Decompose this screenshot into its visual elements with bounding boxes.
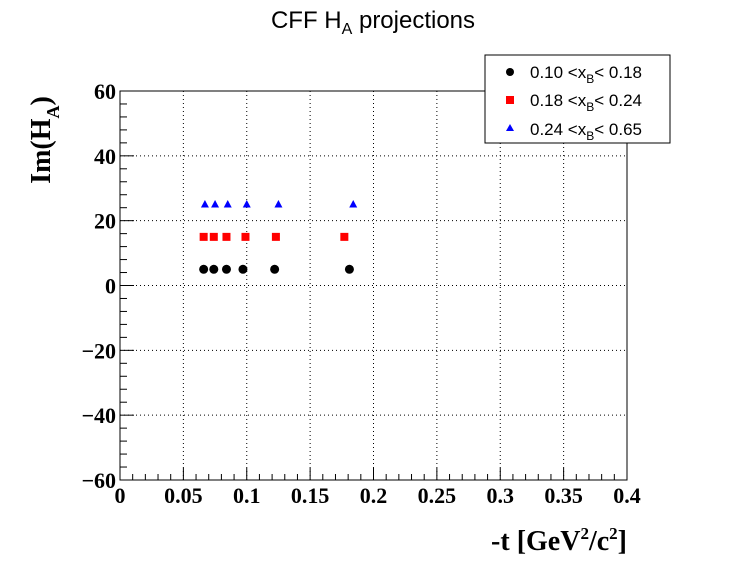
data-point-triangle <box>223 199 232 208</box>
y-tick-label: −40 <box>81 403 116 428</box>
data-point-square <box>199 232 208 241</box>
legend-label-3: 0.24 <xB< 0.65 <box>530 120 642 143</box>
data-point-circle <box>344 264 354 274</box>
x-axis-title: -t [GeV2/c2] <box>491 524 627 557</box>
x-tick-label: 0.35 <box>544 483 583 508</box>
x-tick-label: 0.2 <box>360 483 388 508</box>
legend-label-2: 0.18 <xB< 0.24 <box>530 91 642 114</box>
axes: 0 0.05 0.1 0.15 0.2 0.25 0.3 0.35 0.4 −60 −40 −20 0 2… <box>81 79 640 508</box>
data-point-circle <box>199 264 209 274</box>
legend-marker-circle <box>506 68 514 76</box>
y-tick-label: −20 <box>81 338 116 363</box>
data-point-triangle <box>274 199 283 208</box>
data-point-circle <box>270 264 280 274</box>
x-tick-label: 0.05 <box>164 483 203 508</box>
y-axis-title: Im(HA) <box>26 96 63 184</box>
x-tick-label: 0.15 <box>291 483 330 508</box>
x-tick-label: 0.4 <box>613 483 641 508</box>
legend-entry-3: 0.24 <xB< 0.65 <box>506 120 642 143</box>
data-point-triangle <box>211 199 220 208</box>
data-points <box>199 199 358 274</box>
data-point-circle <box>221 264 231 274</box>
y-tick-label: 20 <box>94 209 116 234</box>
data-point-square <box>209 232 218 241</box>
legend-marker-square <box>506 96 514 104</box>
data-point-triangle <box>349 199 358 208</box>
legend-box <box>484 54 671 144</box>
data-point-triangle <box>242 199 251 208</box>
y-tick-label: 60 <box>94 79 116 104</box>
y-tick-label: −60 <box>81 468 116 493</box>
y-tick-label: 0 <box>105 274 116 299</box>
data-point-square <box>222 232 231 241</box>
x-tick-label: 0.1 <box>233 483 261 508</box>
data-point-triangle <box>200 199 209 208</box>
legend: 0.10 <xB< 0.18 0.18 <xB< 0.24 0.24 <xB< … <box>484 54 671 144</box>
legend-marker-triangle <box>506 124 514 131</box>
legend-entry-2: 0.18 <xB< 0.24 <box>506 91 642 114</box>
y-tick-label: 40 <box>94 144 116 169</box>
legend-label-1: 0.10 <xB< 0.18 <box>530 63 642 86</box>
x-tick-label: 0 <box>115 483 126 508</box>
data-point-square <box>271 232 280 241</box>
data-point-square <box>241 232 250 241</box>
x-tick-label: 0.25 <box>418 483 457 508</box>
grid <box>120 91 627 480</box>
legend-entry-1: 0.10 <xB< 0.18 <box>506 63 642 86</box>
data-point-circle <box>209 264 219 274</box>
chart-title: CFF HA projections <box>271 7 475 38</box>
data-point-square <box>340 232 349 241</box>
x-tick-label: 0.3 <box>487 483 515 508</box>
data-point-circle <box>238 264 248 274</box>
